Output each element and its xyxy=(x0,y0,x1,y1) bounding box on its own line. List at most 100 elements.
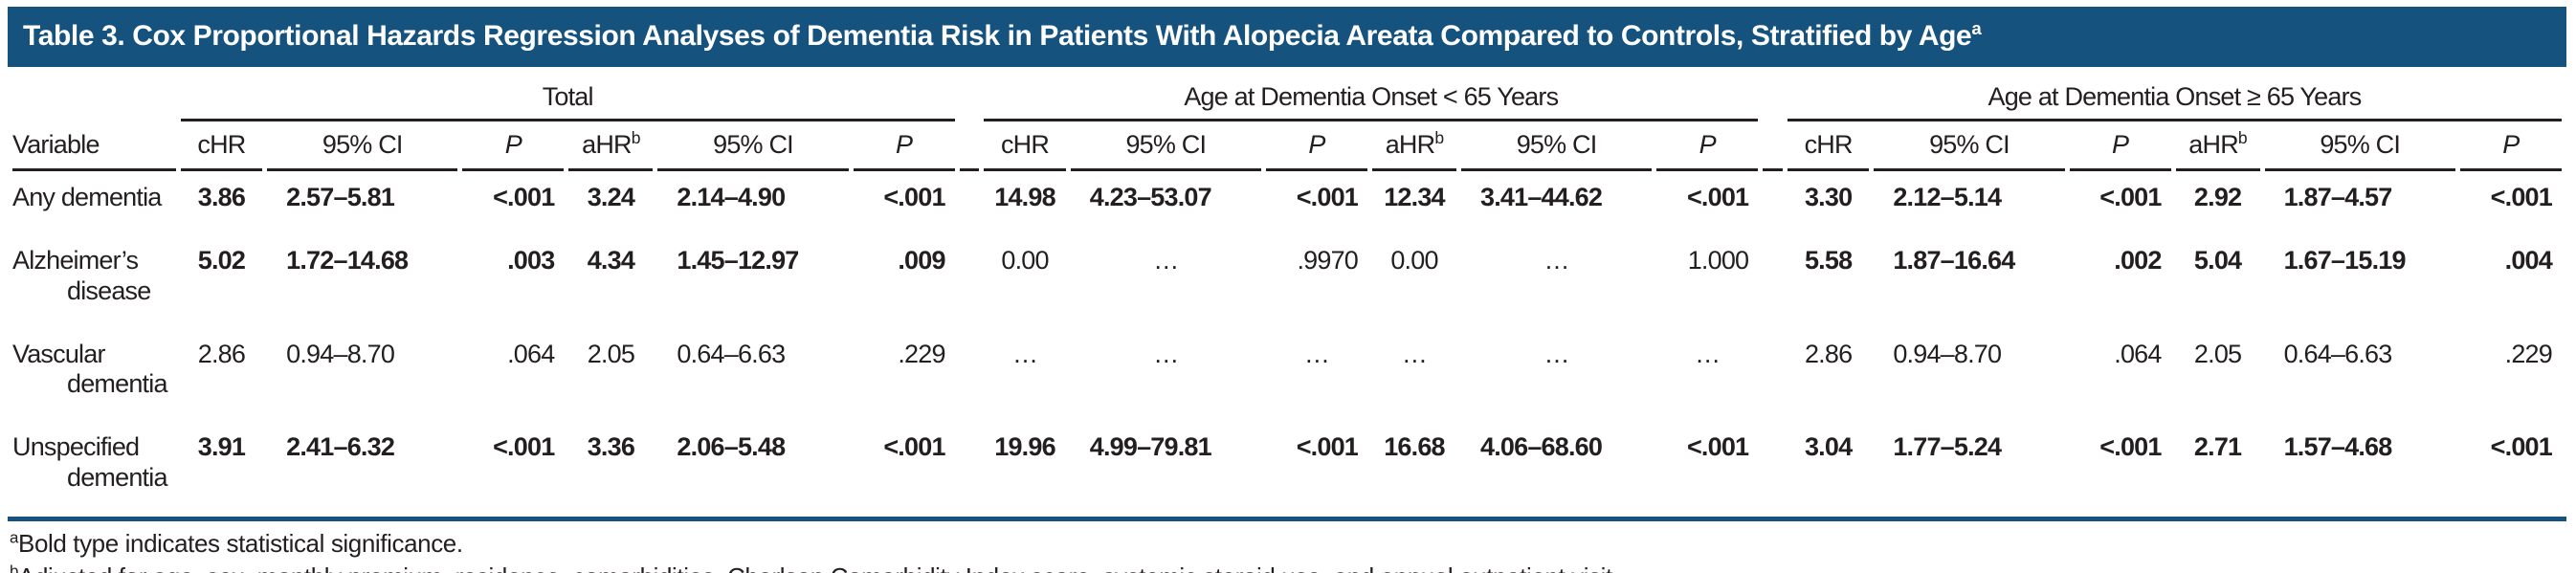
table-title: Table 3. Cox Proportional Hazards Regres… xyxy=(23,20,1972,52)
group-gap xyxy=(959,121,980,171)
group-header-spacer xyxy=(12,67,176,121)
variable-cell: Unspecified dementia xyxy=(12,432,167,493)
value-cell: 5.04 xyxy=(2193,245,2242,275)
value-cell: 2.41–6.32 xyxy=(286,432,395,462)
value-cell: <.001 xyxy=(2099,432,2162,462)
regression-table: Total Age at Dementia Onset < 65 Years A… xyxy=(8,67,2566,515)
group-gap xyxy=(960,421,980,515)
value-cell: 1.57–4.68 xyxy=(2283,432,2393,462)
variable-cell: Alzheimer’s disease xyxy=(12,245,151,305)
value-cell: 3.86 xyxy=(197,183,246,211)
value-cell: 5.02 xyxy=(197,245,246,275)
value-cell: .064 xyxy=(2114,339,2162,368)
value-cell: 1.77–5.24 xyxy=(1893,432,2002,462)
col-header-ci: 95% CI xyxy=(1874,121,2065,171)
col-header-ahr: aHRb xyxy=(1372,121,1456,171)
table-title-bar: Table 3. Cox Proportional Hazards Regres… xyxy=(8,7,2566,67)
value-cell: … xyxy=(1401,339,1428,368)
value-cell: <.001 xyxy=(2099,183,2162,211)
group-gap xyxy=(1763,328,1783,422)
value-cell: … xyxy=(1303,339,1330,368)
value-cell: .229 xyxy=(2504,339,2553,368)
value-cell: 4.34 xyxy=(587,245,635,275)
group-gap xyxy=(1763,234,1783,328)
col-header-ci: 95% CI xyxy=(1070,121,1261,171)
value-cell: 0.00 xyxy=(1390,245,1438,275)
col-header-p: P xyxy=(1265,121,1368,171)
group-gap xyxy=(960,171,980,234)
value-cell: <.001 xyxy=(493,183,555,211)
value-cell: 3.41–44.62 xyxy=(1479,183,1603,211)
ahr-footnote-marker: b xyxy=(1434,128,1444,147)
value-cell: 2.92 xyxy=(2193,183,2242,211)
value-cell: 3.91 xyxy=(197,432,246,462)
footnotes: aBold type indicates statistical signifi… xyxy=(8,521,2566,573)
value-cell: 2.12–5.14 xyxy=(1893,183,2002,211)
group-gap xyxy=(1763,171,1783,234)
col-header-ahr: aHRb xyxy=(568,121,654,171)
ahr-footnote-marker: b xyxy=(631,128,641,147)
value-cell: <.001 xyxy=(1686,432,1749,462)
ahr-footnote-marker: b xyxy=(2237,128,2248,147)
value-cell: 1.67–15.19 xyxy=(2283,245,2407,275)
col-header-variable: Variable xyxy=(12,121,176,171)
col-header-chr: cHR xyxy=(1787,121,1870,171)
table-row: Unspecified dementia 3.91 2.41–6.32 <.001 3.… xyxy=(12,421,2562,515)
value-cell: 3.24 xyxy=(587,183,635,211)
value-cell: 0.64–6.63 xyxy=(2283,339,2393,368)
group-gap xyxy=(1763,121,1783,171)
value-cell: .064 xyxy=(507,339,555,368)
value-cell: 14.98 xyxy=(994,183,1055,211)
value-cell: 4.99–79.81 xyxy=(1089,432,1212,462)
group-gap xyxy=(960,234,980,328)
value-cell: 19.96 xyxy=(994,432,1055,462)
value-cell: 12.34 xyxy=(1384,183,1445,211)
value-cell: … xyxy=(1543,245,1569,275)
value-cell: 4.23–53.07 xyxy=(1089,183,1212,211)
value-cell: <.001 xyxy=(2490,432,2553,462)
col-header-ci: 95% CI xyxy=(657,121,849,171)
group-gap xyxy=(960,328,980,422)
value-cell: 2.06–5.48 xyxy=(677,432,786,462)
value-cell: 2.57–5.81 xyxy=(286,183,395,211)
col-header-ci: 95% CI xyxy=(1460,121,1653,171)
footnote-a: aBold type indicates statistical signifi… xyxy=(10,528,463,559)
value-cell: … xyxy=(1153,245,1179,275)
table-body: Any dementia 3.86 2.57–5.81 <.001 3.24 2.14–4… xyxy=(12,171,2562,515)
column-header-row: Variable cHR 95% CI P aHRb 95% CI P cHR … xyxy=(12,121,2562,171)
value-cell: <.001 xyxy=(1296,183,1359,211)
group-gap xyxy=(1763,421,1783,515)
value-cell: 3.04 xyxy=(1804,432,1853,462)
footnote-b-marker: b xyxy=(10,562,18,573)
divider-rule xyxy=(8,517,2566,522)
value-cell: <.001 xyxy=(1686,183,1749,211)
value-cell: 2.86 xyxy=(197,339,246,368)
value-cell: 3.30 xyxy=(1804,183,1853,211)
value-cell: 0.00 xyxy=(1001,245,1049,275)
value-cell: 2.86 xyxy=(1804,339,1853,368)
value-cell: <.001 xyxy=(2490,183,2553,211)
table-row: Alzheimer’s disease 5.02 1.72–14.68 .003 4.3… xyxy=(12,234,2562,328)
value-cell: .229 xyxy=(898,339,945,368)
value-cell: .003 xyxy=(507,245,555,275)
footnote-b: bAdjusted for age, sex, monthly premium,… xyxy=(10,562,2566,573)
col-header-p: P xyxy=(462,121,565,171)
col-header-chr: cHR xyxy=(180,121,263,171)
variable-cell: Any dementia xyxy=(12,183,162,211)
col-header-p: P xyxy=(2069,121,2171,171)
value-cell: .9970 xyxy=(1297,245,1359,275)
col-header-chr: cHR xyxy=(984,121,1066,171)
table-row: Vascular dementia 2.86 0.94–8.70 .064 2.05 0.… xyxy=(12,328,2562,422)
value-cell: 1.45–12.97 xyxy=(677,245,799,275)
footnote-a-marker: a xyxy=(10,528,18,547)
value-cell: 2.14–4.90 xyxy=(677,183,786,211)
col-group-onset-65-plus: Age at Dementia Onset ≥ 65 Years xyxy=(1787,67,2562,121)
value-cell: .009 xyxy=(898,245,945,275)
value-cell: 0.94–8.70 xyxy=(286,339,395,368)
value-cell: 2.05 xyxy=(2193,339,2242,368)
col-header-ci: 95% CI xyxy=(267,121,458,171)
value-cell: 1.72–14.68 xyxy=(286,245,409,275)
table-row: Any dementia 3.86 2.57–5.81 <.001 3.24 2.14–4… xyxy=(12,171,2562,234)
value-cell: 4.06–68.60 xyxy=(1479,432,1603,462)
